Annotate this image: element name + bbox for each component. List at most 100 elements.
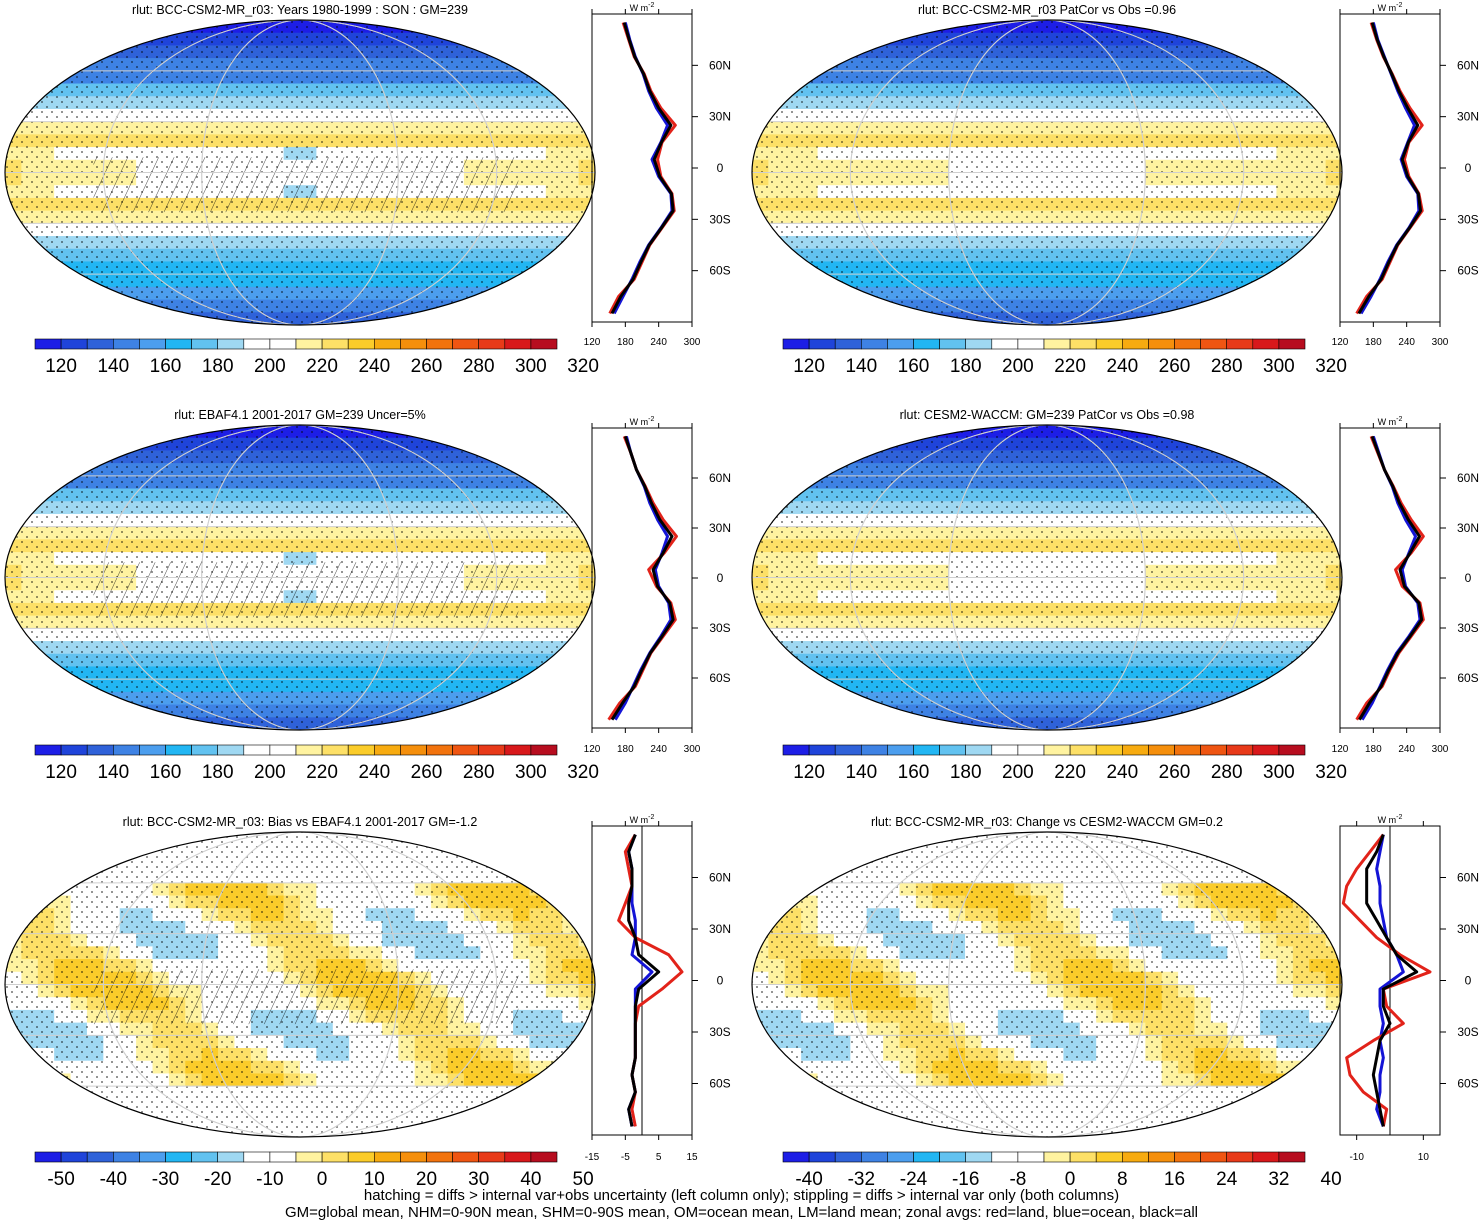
colorbar-box bbox=[35, 1152, 61, 1162]
map-cell bbox=[38, 1099, 55, 1112]
map-cell bbox=[54, 300, 71, 313]
map-cell bbox=[415, 20, 432, 33]
map-cell bbox=[579, 223, 596, 236]
colorbar-box bbox=[244, 745, 270, 755]
map-cell bbox=[1309, 438, 1326, 451]
map-cell bbox=[1309, 312, 1326, 325]
map-cell bbox=[752, 300, 769, 313]
panel-5: rlut: BCC-CSM2-MR_r03: Bias vs EBAF4.1 2… bbox=[5, 814, 731, 1190]
map-cell bbox=[1276, 857, 1293, 870]
map-cell bbox=[1293, 450, 1310, 463]
colorbar-tick-label: 120 bbox=[793, 762, 825, 783]
map-cell bbox=[801, 717, 818, 730]
map-cell bbox=[1211, 300, 1228, 313]
map-cell bbox=[38, 450, 55, 463]
map-cell bbox=[867, 717, 884, 730]
map-cell bbox=[1309, 249, 1326, 262]
map-cell bbox=[1227, 300, 1244, 313]
map-cell bbox=[480, 717, 497, 730]
map-cell bbox=[513, 857, 530, 870]
map-cell bbox=[1260, 438, 1277, 451]
map-cell bbox=[546, 20, 563, 33]
map-cell bbox=[1276, 425, 1293, 438]
map-cell bbox=[579, 883, 596, 896]
colorbar-box bbox=[531, 339, 557, 349]
map-cell bbox=[768, 832, 785, 845]
map-cell bbox=[5, 261, 22, 274]
map-cell bbox=[5, 425, 22, 438]
map-cell bbox=[752, 109, 769, 122]
map-cell bbox=[529, 425, 546, 438]
colorbar-tick-label: 200 bbox=[254, 762, 286, 783]
map-cell bbox=[752, 857, 769, 870]
map-cell bbox=[883, 425, 900, 438]
lat-tick-label: 30S bbox=[709, 1025, 730, 1039]
colorbar-box bbox=[1122, 745, 1148, 755]
lat-tick-label: 60S bbox=[709, 264, 730, 278]
map-cell bbox=[513, 845, 530, 858]
map-cell bbox=[120, 845, 137, 858]
lat-tick-label: 60N bbox=[709, 471, 731, 485]
colorbar-box bbox=[87, 339, 113, 349]
colorbar-box bbox=[61, 1152, 87, 1162]
map-cell bbox=[5, 1124, 22, 1137]
colorbar-box bbox=[400, 745, 426, 755]
colorbar-box bbox=[139, 339, 165, 349]
map-cell bbox=[529, 692, 546, 705]
map-cell bbox=[768, 896, 785, 909]
x-tick-label: -15 bbox=[585, 1152, 600, 1163]
map-cell bbox=[5, 312, 22, 325]
map-cell bbox=[850, 705, 867, 718]
map-cell bbox=[768, 870, 785, 883]
map-cell bbox=[1309, 476, 1326, 489]
map-cell bbox=[153, 312, 170, 325]
map-cell bbox=[21, 71, 38, 84]
map-cell bbox=[5, 1035, 22, 1048]
map-field bbox=[752, 425, 1343, 731]
map-cell bbox=[1162, 832, 1179, 845]
map-cell bbox=[136, 1124, 153, 1137]
map-cell bbox=[103, 705, 120, 718]
map-cell bbox=[529, 312, 546, 325]
colorbar-box bbox=[270, 339, 296, 349]
map-cell bbox=[54, 679, 71, 692]
lat-tick-label: 30S bbox=[709, 212, 730, 226]
map-cell bbox=[867, 33, 884, 46]
zonal-line-all bbox=[612, 436, 673, 719]
zonal-unit-exponent: -2 bbox=[648, 814, 654, 821]
map-cell bbox=[103, 1112, 120, 1125]
map-cell bbox=[54, 1124, 71, 1137]
colorbar-tick-label: 220 bbox=[1054, 356, 1086, 377]
map-cell bbox=[801, 438, 818, 451]
map-cell bbox=[38, 692, 55, 705]
map-cell bbox=[1260, 312, 1277, 325]
map-cell bbox=[480, 832, 497, 845]
lat-tick-label: 0 bbox=[717, 161, 724, 175]
colorbar-box bbox=[427, 745, 453, 755]
map-cell bbox=[1309, 274, 1326, 287]
map-cell bbox=[529, 832, 546, 845]
map-cell bbox=[752, 679, 769, 692]
map-cell bbox=[448, 425, 465, 438]
map-cell bbox=[54, 845, 71, 858]
map-cell bbox=[87, 832, 104, 845]
map-cell bbox=[562, 717, 579, 730]
map-cell bbox=[1244, 438, 1261, 451]
colorbar-box bbox=[479, 745, 505, 755]
map-cell bbox=[900, 312, 917, 325]
map-cell bbox=[415, 1124, 432, 1137]
map-cell bbox=[579, 1035, 596, 1048]
map-cell bbox=[21, 1124, 38, 1137]
colorbar-box bbox=[139, 1152, 165, 1162]
map-cell bbox=[818, 425, 835, 438]
map-cell bbox=[850, 300, 867, 313]
map-cell bbox=[103, 717, 120, 730]
map-cell bbox=[785, 261, 802, 274]
map-cell bbox=[54, 1112, 71, 1125]
map-cell bbox=[1244, 425, 1261, 438]
map-cell bbox=[1276, 845, 1293, 858]
map-cell bbox=[5, 20, 22, 33]
map-cell bbox=[529, 1099, 546, 1112]
map-cell bbox=[752, 425, 769, 438]
map-cell bbox=[752, 236, 769, 249]
